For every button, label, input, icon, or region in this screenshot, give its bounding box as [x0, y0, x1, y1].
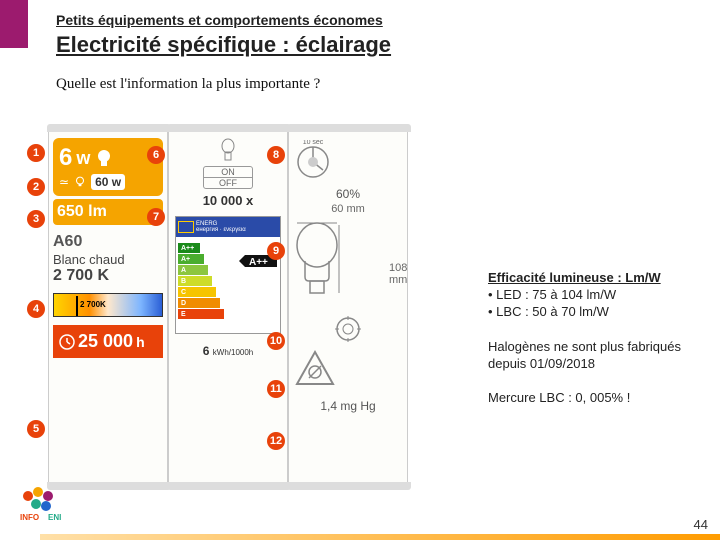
panel-3: 8 9 10 11 12 10 sec 60% 60 mm 108 mm 1,4… [288, 132, 408, 482]
eu-flag-icon [178, 221, 194, 233]
wattage-box: 6w ≃ 60 w [53, 138, 163, 196]
dimmer-icon [333, 314, 363, 344]
mercury-text: 1,4 mg Hg [293, 399, 403, 413]
bulb-dim-icon [293, 221, 341, 297]
marker-8: 8 [267, 146, 285, 164]
marker-11: 11 [267, 380, 285, 398]
svg-text:10 sec: 10 sec [303, 140, 324, 146]
slide-subtitle: Petits équipements et comportements écon… [56, 12, 720, 28]
bar-ap: A+ [178, 256, 190, 263]
bar-b: B [178, 278, 186, 285]
gradient-tick [76, 296, 78, 316]
marker-10: 10 [267, 332, 285, 350]
led-line: • LED : 75 à 104 lm/W [488, 287, 706, 304]
marker-4: 4 [27, 300, 45, 318]
accent-bar [0, 0, 28, 48]
svg-text:ENI: ENI [48, 513, 61, 522]
on-label: ON [204, 167, 252, 178]
packaging-diagram: 1 2 3 4 5 6w ≃ 60 w 650 lm A60 Blanc cha… [48, 132, 418, 482]
eu-text: ENERGенергия · ενεργεια [196, 221, 246, 233]
mercury-note: Mercure LBC : 0, 005% ! [488, 390, 706, 407]
marker-6: 6 [147, 146, 165, 164]
bar-a: A [178, 267, 186, 274]
bar-d: D [178, 300, 186, 307]
panel-2: 6 7 ONOFF 10 000 x ENERGенергия · ενεργε… [168, 132, 288, 482]
marker-12: 12 [267, 432, 285, 450]
slide-title: Electricité spécifique : éclairage [56, 32, 720, 58]
svg-text:INFO: INFO [20, 513, 39, 522]
energy-bars: A++ A+ A B C D E [178, 243, 224, 320]
lifetime-value: 25 000 [78, 331, 133, 352]
kwh-value: 6 [203, 344, 210, 358]
bar-app: A++ [178, 245, 194, 252]
marker-9: 9 [267, 242, 285, 260]
watts-unit: w [76, 148, 90, 169]
sidebar-notes: Efficacité lumineuse : Lm/W • LED : 75 à… [488, 270, 706, 425]
efficacy-title: Efficacité lumineuse : Lm/W [488, 270, 706, 287]
color-name: Blanc chaud [53, 252, 163, 267]
off-label: OFF [204, 178, 252, 188]
marker-7: 7 [147, 208, 165, 226]
energy-label: ENERGенергия · ενεργεια A++ A+ A B C D E… [175, 216, 281, 334]
marker-2: 2 [27, 178, 45, 196]
lifetime-box: 25 000h [53, 325, 163, 358]
color-gradient: 2 700K [53, 293, 163, 317]
eu-strip: ENERGенергия · ενεργεια [176, 217, 280, 237]
panel-1: 1 2 3 4 5 6w ≃ 60 w 650 lm A60 Blanc cha… [48, 132, 168, 482]
logo: INFO ENI [18, 484, 78, 524]
gradient-label: 2 700K [80, 300, 106, 309]
height-dim: 108 mm [389, 262, 407, 286]
footer-strip [40, 534, 720, 540]
equiv-value: 60 w [91, 174, 125, 190]
bulb-small-icon [73, 175, 87, 189]
startup-pct: 60% [293, 187, 403, 201]
bulb-icon [94, 148, 114, 168]
lbc-line: • LBC : 50 à 70 lm/W [488, 304, 706, 321]
bar-e: E [178, 311, 186, 318]
marker-1: 1 [27, 144, 45, 162]
marker-5: 5 [27, 420, 45, 438]
clock-icon [59, 334, 75, 350]
bulb-outline-icon [219, 138, 237, 162]
lifetime-unit: h [136, 334, 145, 350]
kwh-unit: kWh/1000h [213, 348, 253, 357]
halogen-note: Halogènes ne sont plus fabriqués depuis … [488, 339, 706, 373]
equiv-symbol: ≃ [59, 175, 69, 189]
onoff-box: ONOFF [203, 166, 253, 189]
svg-text:A++: A++ [249, 257, 268, 268]
color-temp: 2 700 K [53, 267, 163, 285]
width-dim: 60 mm [293, 203, 403, 215]
bar-c: C [178, 289, 186, 296]
marker-3: 3 [27, 210, 45, 228]
mercury-icon [293, 348, 337, 392]
watts-value: 6 [59, 144, 72, 172]
kwh-line: 6 kWh/1000h [173, 344, 283, 358]
shape-code: A60 [53, 233, 163, 251]
lumens-box: 650 lm [53, 199, 163, 225]
cycles-text: 10 000 x [173, 193, 283, 208]
question-text: Quelle est l'information la plus importa… [0, 58, 720, 93]
timer-icon: 10 sec [293, 140, 333, 180]
page-number: 44 [694, 517, 708, 532]
